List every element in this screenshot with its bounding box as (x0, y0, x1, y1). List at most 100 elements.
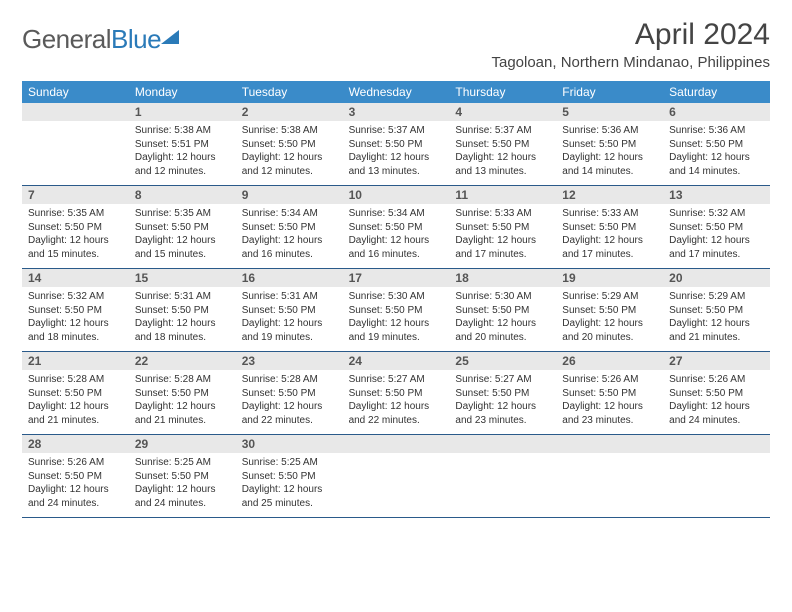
day-number: 26 (556, 352, 663, 370)
daylight-line2: and 21 minutes. (28, 414, 123, 428)
day-number: 9 (236, 186, 343, 204)
cell-body: Sunrise: 5:36 AMSunset: 5:50 PMDaylight:… (663, 121, 770, 182)
calendar-cell: 25Sunrise: 5:27 AMSunset: 5:50 PMDayligh… (449, 352, 556, 434)
daylight-line2: and 22 minutes. (242, 414, 337, 428)
sunset-line: Sunset: 5:50 PM (242, 138, 337, 152)
daylight-line2: and 24 minutes. (135, 497, 230, 511)
header: GeneralBlue April 2024 Tagoloan, Norther… (22, 18, 770, 71)
daylight-line: Daylight: 12 hours (135, 234, 230, 248)
daylight-line2: and 14 minutes. (562, 165, 657, 179)
sunset-line: Sunset: 5:50 PM (135, 470, 230, 484)
sunrise-line: Sunrise: 5:33 AM (562, 207, 657, 221)
day-number: 21 (22, 352, 129, 370)
sunrise-line: Sunrise: 5:35 AM (28, 207, 123, 221)
daylight-line: Daylight: 12 hours (28, 483, 123, 497)
cell-body: Sunrise: 5:31 AMSunset: 5:50 PMDaylight:… (129, 287, 236, 348)
daylight-line2: and 12 minutes. (242, 165, 337, 179)
calendar-cell: 26Sunrise: 5:26 AMSunset: 5:50 PMDayligh… (556, 352, 663, 434)
daylight-line: Daylight: 12 hours (135, 483, 230, 497)
cell-body (556, 453, 663, 513)
sunrise-line: Sunrise: 5:25 AM (242, 456, 337, 470)
daylight-line2: and 20 minutes. (562, 331, 657, 345)
cell-body: Sunrise: 5:28 AMSunset: 5:50 PMDaylight:… (22, 370, 129, 431)
sunrise-line: Sunrise: 5:31 AM (135, 290, 230, 304)
calendar-cell: 1Sunrise: 5:38 AMSunset: 5:51 PMDaylight… (129, 103, 236, 185)
calendar-cell: 18Sunrise: 5:30 AMSunset: 5:50 PMDayligh… (449, 269, 556, 351)
day-number: 17 (343, 269, 450, 287)
calendar-cell: 17Sunrise: 5:30 AMSunset: 5:50 PMDayligh… (343, 269, 450, 351)
daylight-line2: and 15 minutes. (28, 248, 123, 262)
calendar-cell: 28Sunrise: 5:26 AMSunset: 5:50 PMDayligh… (22, 435, 129, 517)
sunset-line: Sunset: 5:50 PM (242, 470, 337, 484)
daylight-line: Daylight: 12 hours (242, 483, 337, 497)
calendar-cell: 3Sunrise: 5:37 AMSunset: 5:50 PMDaylight… (343, 103, 450, 185)
daylight-line2: and 20 minutes. (455, 331, 550, 345)
location-text: Tagoloan, Northern Mindanao, Philippines (491, 54, 770, 71)
calendar-cell: 19Sunrise: 5:29 AMSunset: 5:50 PMDayligh… (556, 269, 663, 351)
calendar-cell (343, 435, 450, 517)
day-number: 7 (22, 186, 129, 204)
sunrise-line: Sunrise: 5:28 AM (28, 373, 123, 387)
daylight-line: Daylight: 12 hours (135, 317, 230, 331)
calendar-cell: 30Sunrise: 5:25 AMSunset: 5:50 PMDayligh… (236, 435, 343, 517)
sunset-line: Sunset: 5:50 PM (28, 304, 123, 318)
sunrise-line: Sunrise: 5:25 AM (135, 456, 230, 470)
calendar-cell: 12Sunrise: 5:33 AMSunset: 5:50 PMDayligh… (556, 186, 663, 268)
day-number: 11 (449, 186, 556, 204)
sunset-line: Sunset: 5:50 PM (455, 304, 550, 318)
calendar-week: 21Sunrise: 5:28 AMSunset: 5:50 PMDayligh… (22, 352, 770, 435)
daylight-line2: and 12 minutes. (135, 165, 230, 179)
calendar-cell (663, 435, 770, 517)
brand-logo: GeneralBlue (22, 24, 179, 55)
sunset-line: Sunset: 5:50 PM (28, 387, 123, 401)
daylight-line: Daylight: 12 hours (349, 317, 444, 331)
sunset-line: Sunset: 5:50 PM (562, 387, 657, 401)
daylight-line: Daylight: 12 hours (242, 400, 337, 414)
sunset-line: Sunset: 5:50 PM (669, 138, 764, 152)
day-number: 23 (236, 352, 343, 370)
day-number: 5 (556, 103, 663, 121)
sunrise-line: Sunrise: 5:30 AM (349, 290, 444, 304)
day-number (343, 435, 450, 453)
sunset-line: Sunset: 5:50 PM (242, 304, 337, 318)
day-number: 1 (129, 103, 236, 121)
sunrise-line: Sunrise: 5:36 AM (669, 124, 764, 138)
daylight-line2: and 13 minutes. (349, 165, 444, 179)
daylight-line: Daylight: 12 hours (562, 151, 657, 165)
cell-body: Sunrise: 5:30 AMSunset: 5:50 PMDaylight:… (343, 287, 450, 348)
daylight-line2: and 24 minutes. (28, 497, 123, 511)
day-number: 22 (129, 352, 236, 370)
daylight-line: Daylight: 12 hours (242, 317, 337, 331)
calendar-cell: 4Sunrise: 5:37 AMSunset: 5:50 PMDaylight… (449, 103, 556, 185)
calendar-cell: 14Sunrise: 5:32 AMSunset: 5:50 PMDayligh… (22, 269, 129, 351)
day-number: 2 (236, 103, 343, 121)
sunrise-line: Sunrise: 5:30 AM (455, 290, 550, 304)
daylight-line2: and 18 minutes. (28, 331, 123, 345)
day-number: 24 (343, 352, 450, 370)
cell-body (663, 453, 770, 513)
day-number (22, 103, 129, 121)
calendar-cell: 11Sunrise: 5:33 AMSunset: 5:50 PMDayligh… (449, 186, 556, 268)
day-number: 8 (129, 186, 236, 204)
cell-body: Sunrise: 5:33 AMSunset: 5:50 PMDaylight:… (449, 204, 556, 265)
daylight-line: Daylight: 12 hours (562, 234, 657, 248)
daylight-line2: and 15 minutes. (135, 248, 230, 262)
day-header-monday: Monday (129, 81, 236, 103)
sunset-line: Sunset: 5:50 PM (135, 221, 230, 235)
sunset-line: Sunset: 5:50 PM (28, 221, 123, 235)
sunset-line: Sunset: 5:50 PM (669, 387, 764, 401)
day-header-friday: Friday (556, 81, 663, 103)
sunset-line: Sunset: 5:50 PM (562, 138, 657, 152)
cell-body: Sunrise: 5:29 AMSunset: 5:50 PMDaylight:… (663, 287, 770, 348)
daylight-line2: and 14 minutes. (669, 165, 764, 179)
daylight-line: Daylight: 12 hours (242, 234, 337, 248)
daylight-line2: and 22 minutes. (349, 414, 444, 428)
calendar-cell (22, 103, 129, 185)
sunrise-line: Sunrise: 5:38 AM (135, 124, 230, 138)
sunset-line: Sunset: 5:50 PM (349, 387, 444, 401)
day-number (663, 435, 770, 453)
calendar: Sunday Monday Tuesday Wednesday Thursday… (22, 81, 770, 518)
calendar-cell (556, 435, 663, 517)
daylight-line: Daylight: 12 hours (135, 151, 230, 165)
sunrise-line: Sunrise: 5:34 AM (349, 207, 444, 221)
